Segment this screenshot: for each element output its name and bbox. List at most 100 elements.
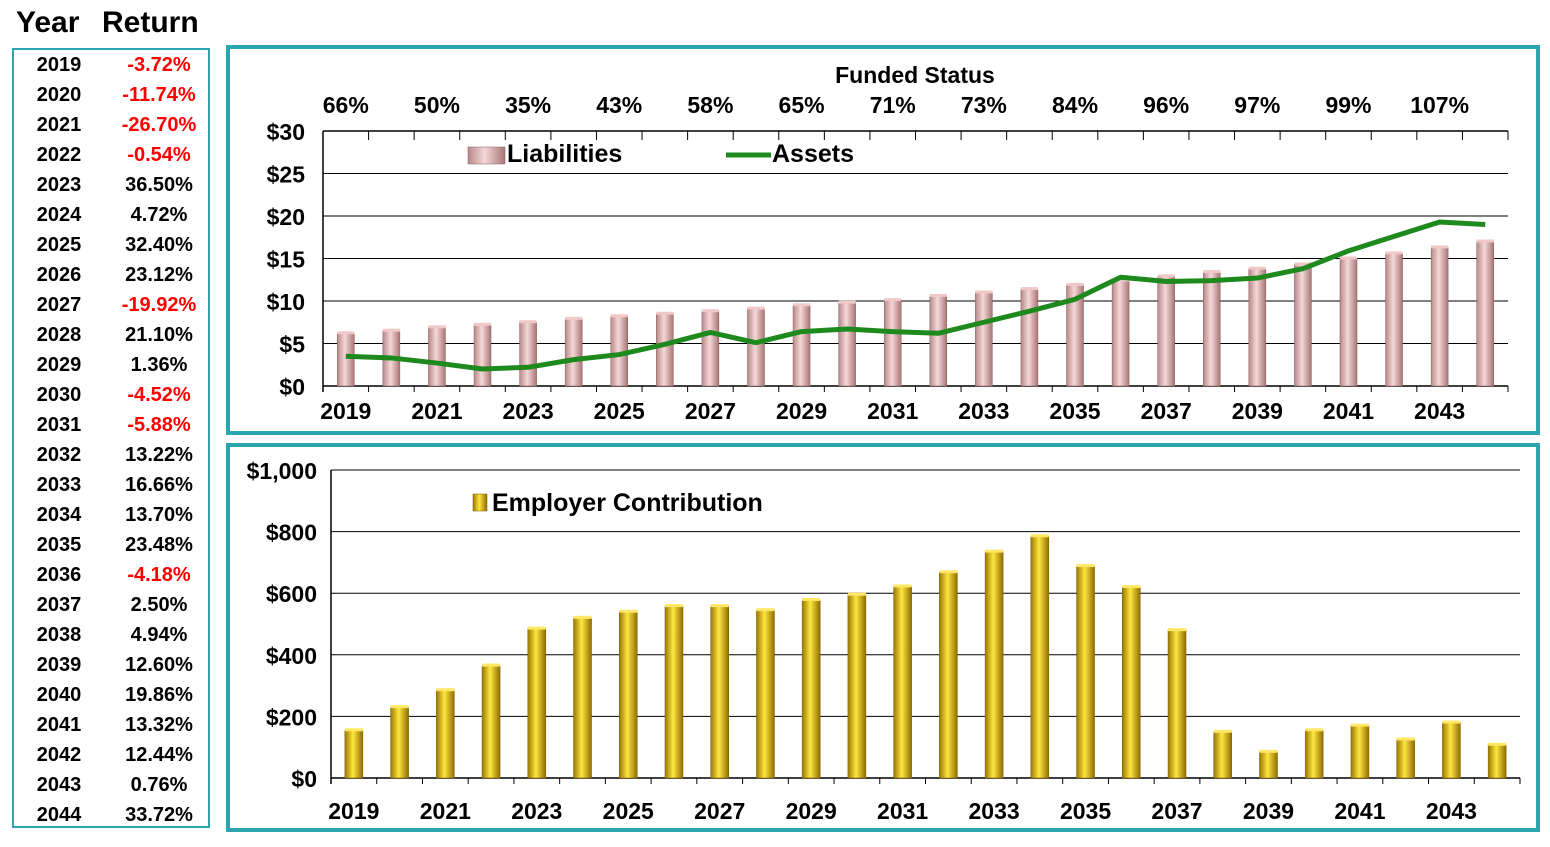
contribution-bar-cap [1442,720,1461,724]
return-year: 2026 [36,264,82,286]
x-tick-label: 2027 [694,798,745,824]
return-value: -4.52% [127,384,191,406]
liabilities-bar-cap [1385,251,1403,255]
x-tick-label: 2033 [958,398,1009,424]
x-tick-label: 2041 [1334,798,1385,824]
contribution-bar [1076,565,1095,779]
contribution-bar [527,628,547,779]
return-value: 19.86% [125,684,193,706]
return-row: 2020 -11.74% [14,80,210,110]
funded-status-label: 65% [779,92,825,118]
contribution-bar-cap [436,688,455,692]
return-year: 2029 [36,354,82,376]
return-year: 2043 [36,774,82,796]
liabilities-bar-cap [1294,262,1312,266]
contribution-bar-cap [1213,729,1232,733]
return-year: 2031 [36,414,82,436]
contribution-bar-cap [756,608,775,612]
liabilities-bar [1294,264,1312,387]
funded-status-label: 107% [1410,92,1469,118]
liabilities-bar [838,302,856,387]
contribution-bar-cap [344,728,363,732]
contribution-bar-cap [390,705,409,709]
return-value: 23.12% [125,264,193,286]
return-value: 23.48% [125,534,193,556]
x-tick-label: 2043 [1414,398,1465,424]
contribution-bar-cap [1305,728,1324,732]
return-row: 2022 -0.54% [14,140,210,170]
return-value: 12.44% [125,744,193,766]
return-value: -3.72% [127,54,191,76]
contribution-bar [756,609,775,779]
liabilities-bar [1385,253,1403,387]
y-tick-label: $200 [266,704,317,730]
return-year: 2039 [36,654,82,676]
x-tick-label: 2029 [786,798,837,824]
return-value: 13.32% [125,714,193,736]
liabilities-legend-label: Liabilities [507,140,622,168]
contribution-bar-cap [527,626,546,630]
return-year: 2034 [36,504,82,526]
funded-status-label: 73% [961,92,1007,118]
contribution-bar [1213,731,1232,779]
y-tick-label: $10 [267,289,305,315]
liabilities-bar [747,308,765,387]
return-value: 36.50% [125,174,193,196]
y-tick-label: $400 [266,643,317,669]
liabilities-bar [1111,280,1130,387]
y-tick-label: $0 [279,374,305,400]
y-tick-label: $0 [291,766,317,792]
return-value: 12.60% [125,654,193,676]
contribution-bar-cap [1488,742,1507,746]
contribution-bar [1442,722,1461,779]
contribution-bar-cap [664,604,683,608]
liabilities-bar-cap [337,331,355,335]
return-value: 33.72% [125,804,193,826]
return-value: 21.10% [125,324,193,346]
x-tick-label: 2037 [1151,798,1202,824]
y-tick-label: $1,000 [247,458,317,484]
liabilities-bar-cap [610,314,628,318]
y-tick-label: $600 [266,581,317,607]
x-tick-label: 2019 [328,798,379,824]
liabilities-bar [1020,288,1039,387]
return-year: 2032 [36,444,82,466]
y-tick-label: $30 [267,119,305,145]
return-row: 2028 21.10% [14,320,210,350]
liabilities-bar-cap [747,306,765,310]
return-row: 2036 -4.18% [14,560,210,590]
return-value: 13.22% [125,444,193,466]
contribution-legend-label: Employer Contribution [492,489,763,517]
contribution-bar [801,599,821,779]
return-year: 2040 [36,684,82,706]
liabilities-bar [564,318,583,387]
year-column-header: Year [16,6,80,39]
contribution-bar [390,706,409,779]
return-year: 2041 [36,714,82,736]
liabilities-bar [701,310,720,387]
return-year: 2036 [36,564,82,586]
contribution-bar-cap [1350,723,1369,727]
return-value: -0.54% [127,144,191,166]
return-column-header: Return [102,6,199,39]
liabilities-bar-cap [1020,287,1038,291]
liabilities-bar-cap [1476,239,1494,243]
contribution-bar-cap [482,663,501,667]
return-year: 2037 [36,594,82,616]
funded-status-chart-panel: $0 $5 $10 $15 $20 $25 $30 2019 2021 2023 2025 2027 2… [226,45,1540,435]
return-year: 2038 [36,624,82,646]
contribution-bar [1030,535,1050,779]
liabilities-bar [1157,276,1175,387]
liabilities-bar-cap [1112,278,1130,282]
contribution-bar-cap [847,592,866,596]
return-year: 2023 [36,174,82,196]
liabilities-bar-cap [1157,274,1175,278]
x-tick-label: 2021 [411,398,462,424]
liabilities-bar [1248,268,1267,387]
contribution-bar-cap [1259,749,1278,753]
y-tick-label: $5 [279,332,305,358]
funded-status-label: 58% [687,92,733,118]
liabilities-bar-cap [1431,245,1449,249]
x-tick-label: 2025 [594,398,645,424]
return-row: 2042 12.44% [14,740,210,770]
